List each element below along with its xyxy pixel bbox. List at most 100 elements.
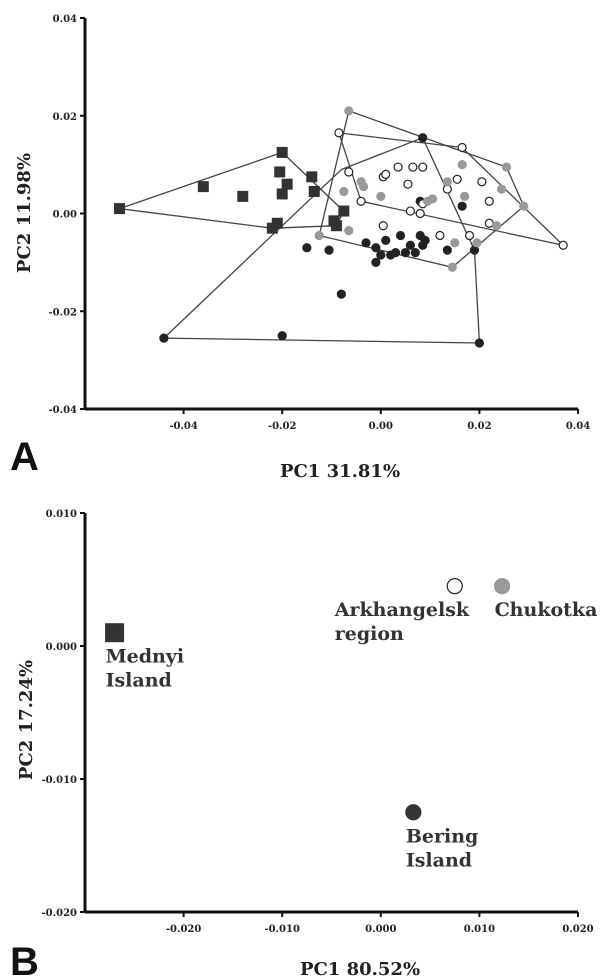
x-tick-label: 0.02 [467, 421, 491, 432]
data-point [336, 289, 346, 299]
data-point [339, 186, 349, 197]
x-tick-label: 0.010 [464, 924, 495, 935]
data-point [442, 245, 452, 255]
data-point [474, 338, 484, 348]
data-point [159, 333, 169, 343]
x-tick-label: 0.00 [369, 421, 393, 432]
group-hull [119, 151, 345, 229]
data-point [472, 238, 482, 248]
data-point [266, 222, 278, 234]
data-point [457, 201, 467, 211]
group-label: Island [406, 849, 472, 871]
panel-label-b: B [10, 940, 39, 978]
data-point [464, 230, 475, 241]
data-point [114, 203, 126, 215]
points-b [105, 578, 511, 821]
group-label: Bering [406, 825, 478, 847]
data-point [501, 162, 512, 172]
y-ticks-b: 0.010 0.000 -0.010 -0.020 [42, 509, 85, 919]
data-point [376, 191, 386, 201]
data-point [356, 196, 366, 206]
group-mean-point [493, 578, 511, 595]
data-point [237, 190, 249, 202]
group-label: Island [106, 670, 172, 692]
y-tick-label: -0.04 [48, 405, 77, 416]
data-point [381, 169, 391, 179]
data-point [427, 194, 438, 204]
data-point [393, 162, 403, 172]
x-axis-title-a: PC1 31.81% [280, 461, 400, 482]
group-label: Mednyi [106, 646, 184, 668]
x-axis-title-b: PC1 80.52% [300, 959, 420, 978]
group-mean-point [405, 804, 422, 821]
data-point [400, 248, 411, 258]
data-point [314, 230, 324, 241]
data-point [344, 226, 354, 236]
data-point [395, 230, 406, 241]
data-point [358, 182, 369, 192]
y-tick-label: 0.010 [46, 509, 77, 520]
data-point [415, 208, 425, 219]
y-axis-title-a: PC2 11.98% [14, 153, 35, 273]
group-mean-point [446, 578, 463, 595]
data-point [390, 248, 401, 258]
x-tick-label: -0.02 [268, 421, 297, 432]
data-point [381, 235, 391, 245]
y-tick-label: -0.020 [42, 908, 78, 919]
panel-a: 0.04 0.02 0.00 -0.02 -0.04 -0.04 -0.02 0.00 0.0… [10, 14, 590, 482]
data-point [418, 162, 428, 172]
data-point [361, 238, 371, 248]
data-point [324, 245, 334, 255]
y-tick-label: 0.000 [46, 642, 77, 653]
x-tick-label: 0.04 [566, 421, 590, 432]
data-point [418, 133, 428, 143]
data-point [403, 179, 413, 189]
y-tick-label: 0.02 [53, 112, 77, 123]
group-hull [162, 136, 481, 344]
group-labels-b: MednyiIslandArkhangelskregionChukotkaBer… [106, 599, 598, 871]
data-point [338, 205, 350, 217]
data-point [496, 184, 507, 194]
data-point [405, 206, 415, 216]
data-point [558, 240, 568, 250]
data-point [460, 191, 470, 201]
data-point [371, 257, 381, 267]
data-point [302, 243, 312, 253]
data-point [450, 238, 460, 248]
data-point [376, 250, 386, 260]
data-point [492, 221, 502, 231]
group-label: Chukotka [495, 599, 598, 621]
y-tick-label: -0.02 [48, 307, 77, 318]
x-ticks-b: -0.020 -0.010 0.000 0.010 0.020 [166, 912, 594, 935]
data-point [308, 186, 320, 198]
data-point [484, 196, 494, 206]
y-tick-label: -0.010 [42, 775, 78, 786]
data-point [276, 188, 288, 200]
y-tick-label: 0.04 [53, 14, 77, 25]
data-point [330, 220, 342, 232]
data-point [274, 166, 286, 178]
panel-b: MednyiIslandArkhangelskregionChukotkaBer… [10, 509, 597, 978]
data-point [457, 142, 467, 153]
data-point [452, 174, 462, 184]
data-point [378, 221, 388, 231]
data-point [418, 240, 428, 250]
group-hull [318, 110, 525, 269]
data-point [408, 162, 418, 172]
group-mean-point [105, 623, 125, 643]
x-ticks-a: -0.04 -0.02 0.00 0.02 0.04 [169, 409, 590, 432]
data-point [306, 171, 318, 183]
data-point [281, 178, 293, 190]
x-tick-label: -0.04 [169, 421, 198, 432]
data-point [457, 160, 467, 170]
y-axis-title-b: PC2 17.24% [16, 660, 37, 780]
data-point [344, 167, 354, 177]
data-point [344, 106, 354, 116]
x-tick-label: -0.010 [264, 924, 300, 935]
data-point [197, 181, 209, 193]
data-point [276, 146, 288, 158]
x-tick-label: -0.020 [166, 924, 202, 935]
panel-label-a: A [10, 435, 39, 479]
data-point [484, 218, 494, 228]
